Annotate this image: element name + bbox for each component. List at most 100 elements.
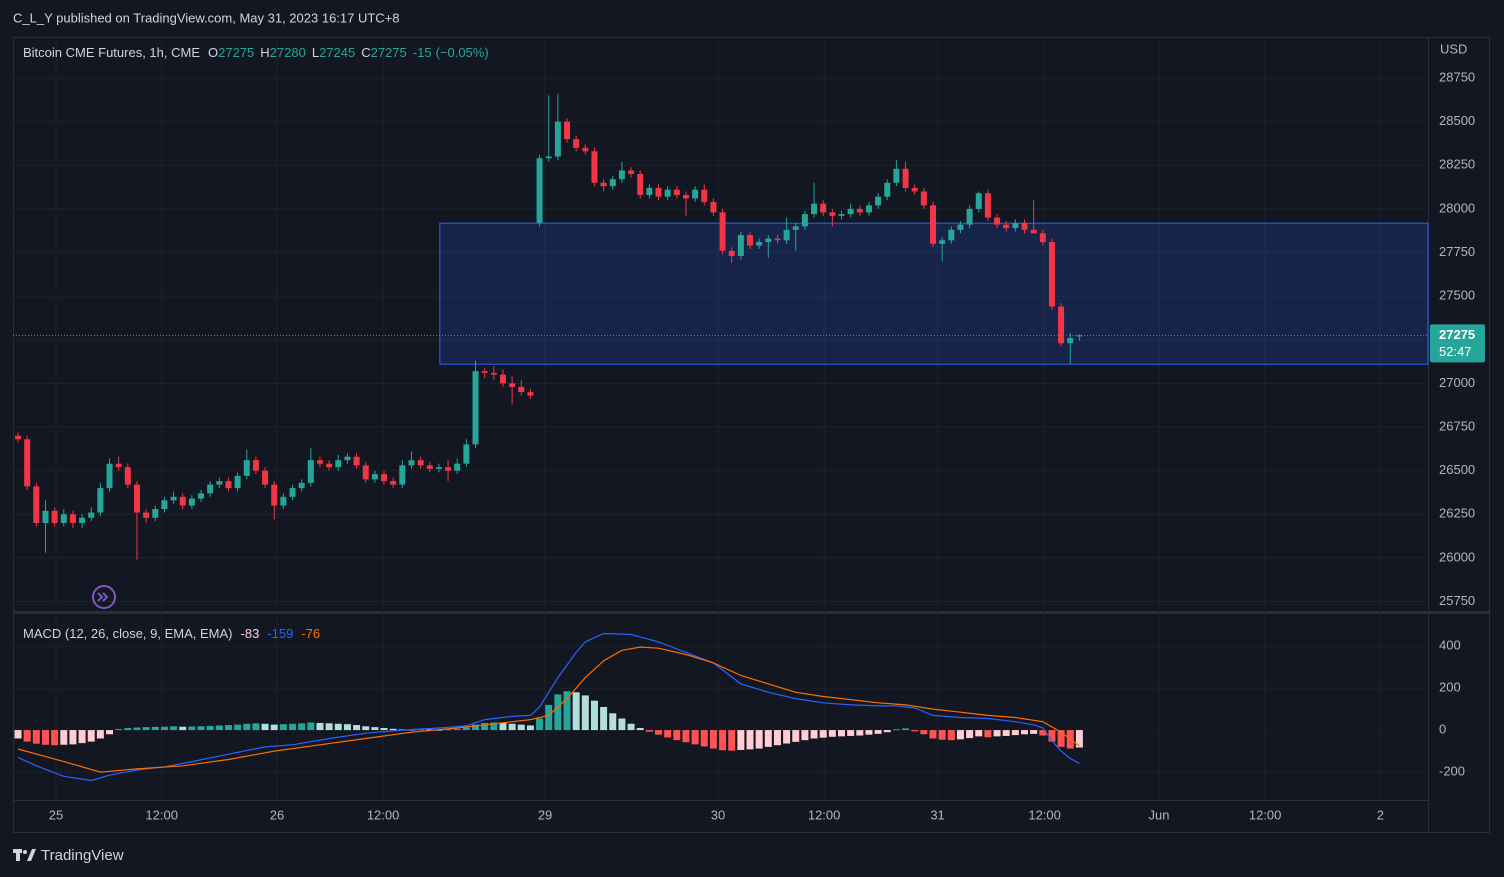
y-tick-label: 26750 bbox=[1439, 418, 1475, 433]
histogram-bar bbox=[252, 723, 260, 731]
x-tick-label: 12:00 bbox=[1249, 807, 1282, 822]
histogram-bar bbox=[883, 730, 891, 733]
candle-body bbox=[783, 229, 790, 241]
histogram-bar bbox=[581, 695, 589, 731]
histogram-bar bbox=[993, 730, 1001, 737]
y-tick-label: 26000 bbox=[1439, 549, 1475, 564]
candle-body bbox=[426, 465, 433, 469]
candle-body bbox=[371, 474, 378, 480]
candle-body bbox=[262, 470, 269, 485]
histogram-bar bbox=[124, 727, 132, 731]
candle-body bbox=[435, 467, 442, 469]
histogram-bar bbox=[838, 730, 846, 737]
macd-tick-label: -200 bbox=[1439, 764, 1465, 779]
candle-body bbox=[756, 242, 763, 246]
candle-body bbox=[820, 203, 827, 213]
histogram-bar bbox=[380, 727, 388, 731]
macd-tick-label: 0 bbox=[1439, 722, 1446, 737]
histogram-bar bbox=[243, 723, 251, 731]
histogram-bar bbox=[773, 730, 781, 746]
x-tick-label: 2 bbox=[1377, 807, 1384, 822]
candle-body bbox=[609, 179, 616, 187]
histogram-bar bbox=[69, 730, 77, 745]
legend-field-value: 27280 bbox=[270, 45, 306, 60]
candle-body bbox=[847, 208, 854, 215]
macd-line bbox=[17, 646, 1080, 773]
histogram-bar bbox=[462, 727, 470, 731]
histogram-bar bbox=[792, 730, 800, 742]
countdown: 52:47 bbox=[1439, 344, 1472, 359]
candle-body bbox=[252, 460, 259, 471]
histogram-bar bbox=[755, 730, 763, 749]
candle-body bbox=[545, 156, 552, 159]
candle-body bbox=[637, 173, 644, 195]
histogram-bar bbox=[1075, 730, 1083, 748]
candle-body bbox=[344, 456, 351, 461]
histogram-bar bbox=[188, 726, 196, 731]
x-tick-label: 12:00 bbox=[145, 807, 178, 822]
histogram-bar bbox=[655, 730, 663, 735]
candle-body bbox=[298, 482, 305, 489]
candle-body bbox=[152, 509, 159, 518]
histogram-bar bbox=[1020, 730, 1028, 735]
histogram-bar bbox=[709, 730, 717, 749]
candle-body bbox=[975, 193, 982, 209]
macd-line bbox=[17, 632, 1080, 782]
y-tick-label: 26250 bbox=[1439, 506, 1475, 521]
histogram-bar bbox=[929, 730, 937, 739]
histogram-bar bbox=[270, 724, 278, 731]
candle-body bbox=[188, 498, 195, 506]
histogram-bar bbox=[1002, 730, 1010, 736]
histogram-bar bbox=[417, 729, 425, 731]
histogram-bar bbox=[179, 726, 187, 731]
candle-body bbox=[710, 201, 717, 213]
candle-body bbox=[509, 383, 516, 387]
candle-body bbox=[115, 463, 122, 468]
legend-field-label: O bbox=[208, 45, 218, 60]
histogram-bar bbox=[481, 722, 489, 731]
candle-body bbox=[1021, 222, 1028, 230]
currency: USD bbox=[1440, 41, 1467, 56]
legend-field-value: 27275 bbox=[371, 45, 407, 60]
histogram-bar bbox=[170, 726, 178, 731]
candle-body bbox=[573, 139, 580, 148]
candle-body bbox=[353, 456, 360, 466]
candle-body bbox=[97, 488, 104, 513]
x-tick-label: 30 bbox=[711, 807, 725, 822]
histogram-bar bbox=[499, 722, 507, 731]
candle-body bbox=[15, 435, 22, 440]
candle-body bbox=[408, 460, 415, 466]
x-tick-label: 29 bbox=[538, 807, 552, 822]
histogram-bar bbox=[343, 724, 351, 731]
y-tick-label: 27500 bbox=[1439, 288, 1475, 303]
candle-body bbox=[88, 512, 95, 518]
replay-icon[interactable] bbox=[92, 585, 116, 609]
x-tick-label: 31 bbox=[930, 807, 944, 822]
histogram-bar bbox=[508, 723, 516, 731]
histogram-bar bbox=[298, 723, 306, 731]
histogram-bar bbox=[60, 730, 68, 745]
candle-body bbox=[957, 224, 964, 230]
histogram-bar bbox=[234, 724, 242, 731]
histogram-bar bbox=[1039, 730, 1047, 736]
x-tick-label: 12:00 bbox=[367, 807, 400, 822]
candle-body bbox=[682, 194, 689, 199]
candle-body bbox=[280, 496, 287, 506]
candle-body bbox=[838, 214, 845, 216]
candle-body bbox=[884, 182, 891, 197]
histogram-bar bbox=[289, 723, 297, 731]
histogram-bar bbox=[325, 723, 333, 731]
candle-body bbox=[381, 474, 388, 482]
histogram-bar bbox=[106, 730, 114, 735]
histogram-bar bbox=[975, 730, 983, 737]
candle-body bbox=[911, 187, 918, 192]
candle-body bbox=[994, 217, 1001, 225]
candle-body bbox=[42, 510, 49, 524]
candle-body bbox=[554, 121, 561, 157]
candle-body bbox=[728, 250, 735, 257]
histogram-bar bbox=[618, 718, 626, 731]
histogram-bar bbox=[911, 730, 919, 732]
candle-body bbox=[527, 392, 534, 396]
histogram-bar bbox=[719, 730, 727, 751]
x-tick-label: 12:00 bbox=[808, 807, 841, 822]
